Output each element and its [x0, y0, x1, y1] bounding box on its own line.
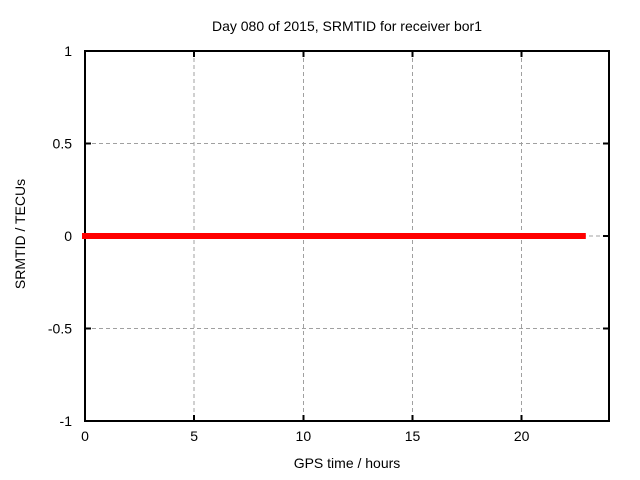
- x-tick-label: 5: [190, 428, 198, 444]
- x-tick-label: 15: [405, 428, 421, 444]
- y-tick-label: 1: [64, 43, 72, 59]
- y-axis-label: SRMTID / TECUs: [12, 178, 28, 290]
- x-tick-label: 0: [81, 428, 89, 444]
- chart-title: Day 080 of 2015, SRMTID for receiver bor…: [211, 18, 482, 34]
- x-axis-label: GPS time / hours: [293, 455, 401, 471]
- y-tick-label: -1: [60, 413, 73, 429]
- y-tick-label: 0: [64, 228, 72, 244]
- x-tick-label: 20: [514, 428, 530, 444]
- y-tick-label: 0.5: [53, 136, 73, 152]
- x-tick-label: 10: [296, 428, 312, 444]
- y-tick-label: -0.5: [48, 321, 72, 337]
- tick-labels: 0 5 10 15 20 -1 -0.5 0 0.5 1: [48, 43, 530, 444]
